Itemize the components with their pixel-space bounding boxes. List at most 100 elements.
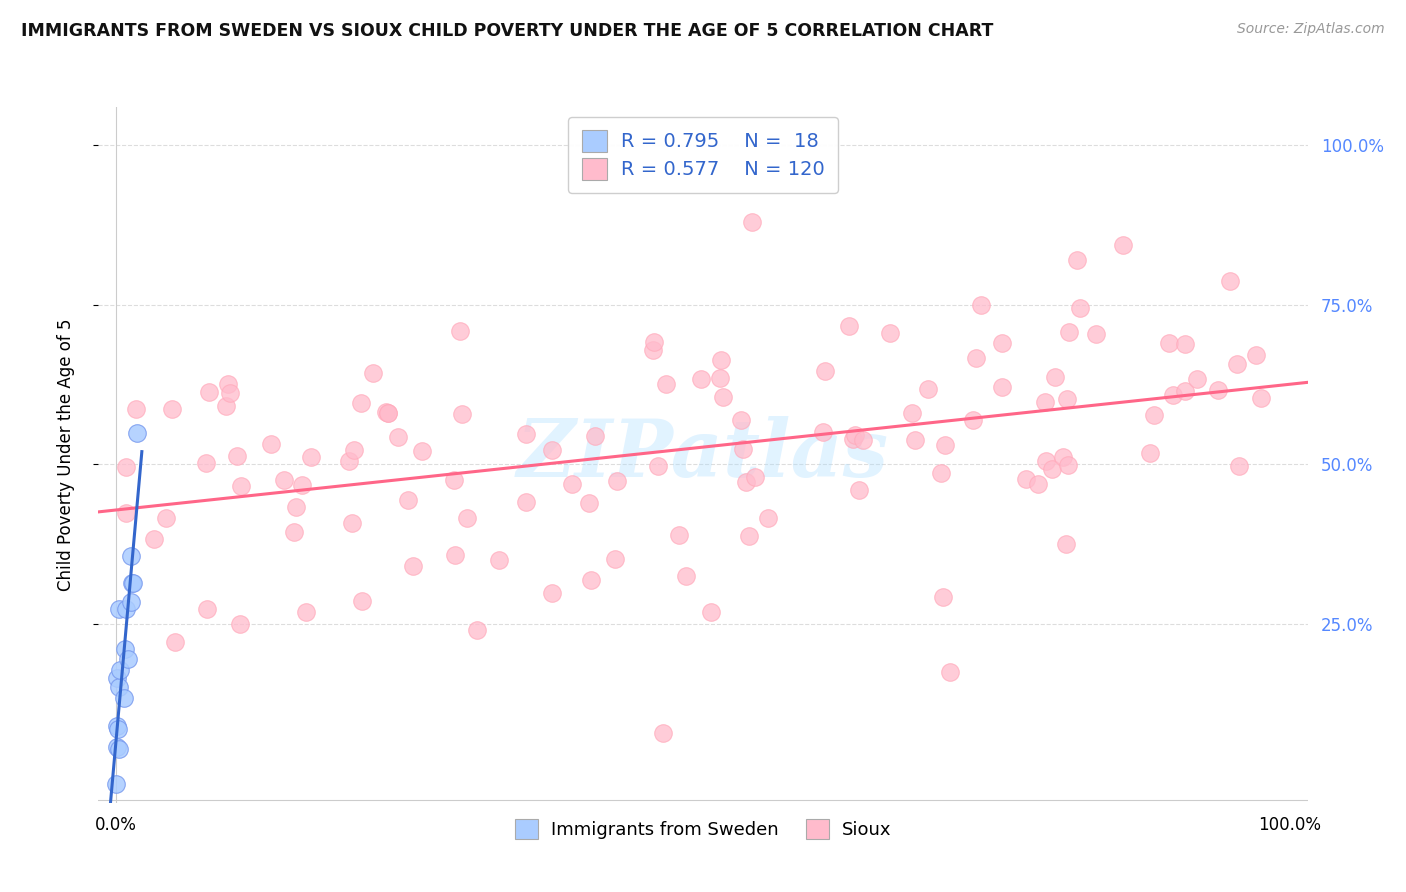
Point: [1069, 301, 1091, 315]
Point: [991, 335, 1014, 350]
Point: [273, 473, 295, 487]
Text: ZIPatlas: ZIPatlas: [517, 417, 889, 493]
Point: [260, 437, 283, 451]
Point: [844, 428, 866, 442]
Point: [540, 442, 562, 457]
Point: [1250, 392, 1272, 406]
Point: [115, 460, 138, 475]
Point: [163, 635, 186, 649]
Point: [733, 442, 755, 456]
Point: [1219, 274, 1241, 288]
Point: [970, 298, 993, 312]
Point: [396, 493, 419, 508]
Point: [1015, 473, 1038, 487]
Point: [652, 725, 675, 739]
Point: [838, 319, 860, 334]
Point: [1159, 336, 1181, 351]
Point: [929, 466, 952, 480]
Point: [813, 364, 835, 378]
Point: [811, 425, 834, 440]
Point: [115, 602, 138, 616]
Point: [1033, 395, 1056, 409]
Point: [450, 407, 472, 421]
Point: [848, 483, 870, 497]
Point: [647, 458, 669, 473]
Point: [155, 511, 177, 525]
Point: [730, 413, 752, 427]
Y-axis label: Child Poverty Under the Age of 5: Child Poverty Under the Age of 5: [56, 318, 75, 591]
Point: [605, 552, 627, 566]
Point: [143, 532, 166, 546]
Point: [1185, 372, 1208, 386]
Point: [606, 474, 628, 488]
Point: [654, 377, 676, 392]
Point: [738, 528, 761, 542]
Point: [401, 558, 423, 573]
Point: [1026, 477, 1049, 491]
Point: [411, 444, 433, 458]
Point: [515, 427, 537, 442]
Text: Source: ZipAtlas.com: Source: ZipAtlas.com: [1237, 22, 1385, 37]
Point: [299, 450, 322, 464]
Point: [488, 552, 510, 566]
Point: [668, 527, 690, 541]
Point: [540, 586, 562, 600]
Point: [900, 406, 922, 420]
Point: [107, 671, 129, 685]
Point: [734, 475, 756, 489]
Point: [284, 500, 307, 514]
Point: [709, 371, 731, 385]
Point: [579, 573, 602, 587]
Point: [675, 568, 697, 582]
Point: [443, 473, 465, 487]
Point: [842, 432, 865, 446]
Text: IMMIGRANTS FROM SWEDEN VS SIOUX CHILD POVERTY UNDER THE AGE OF 5 CORRELATION CHA: IMMIGRANTS FROM SWEDEN VS SIOUX CHILD PO…: [21, 22, 994, 40]
Point: [879, 326, 901, 340]
Point: [294, 605, 316, 619]
Point: [350, 594, 373, 608]
Point: [197, 601, 219, 615]
Point: [583, 428, 606, 442]
Point: [117, 651, 139, 665]
Point: [108, 602, 131, 616]
Point: [160, 402, 183, 417]
Point: [1035, 454, 1057, 468]
Point: [917, 382, 939, 396]
Point: [1056, 392, 1078, 406]
Point: [120, 549, 142, 563]
Point: [226, 449, 249, 463]
Point: [515, 495, 537, 509]
Point: [337, 454, 360, 468]
Point: [1056, 458, 1078, 472]
Point: [449, 324, 471, 338]
Point: [578, 496, 600, 510]
Point: [1045, 370, 1067, 384]
Point: [105, 777, 128, 791]
Point: [1054, 537, 1077, 551]
Point: [1143, 408, 1166, 422]
Point: [1139, 445, 1161, 459]
Point: [444, 548, 467, 562]
Point: [561, 477, 583, 491]
Point: [465, 624, 488, 638]
Point: [283, 524, 305, 539]
Point: [1244, 348, 1267, 362]
Point: [350, 396, 373, 410]
Point: [934, 438, 956, 452]
Point: [218, 386, 240, 401]
Point: [115, 506, 138, 520]
Point: [1229, 458, 1251, 473]
Point: [643, 335, 665, 350]
Point: [1161, 388, 1184, 402]
Point: [374, 405, 396, 419]
Point: [904, 433, 927, 447]
Point: [107, 742, 129, 756]
Point: [105, 719, 128, 733]
Point: [641, 343, 664, 357]
Point: [198, 385, 221, 400]
Point: [125, 402, 148, 417]
Point: [217, 377, 239, 392]
Point: [711, 390, 734, 404]
Point: [342, 516, 364, 530]
Point: [361, 367, 384, 381]
